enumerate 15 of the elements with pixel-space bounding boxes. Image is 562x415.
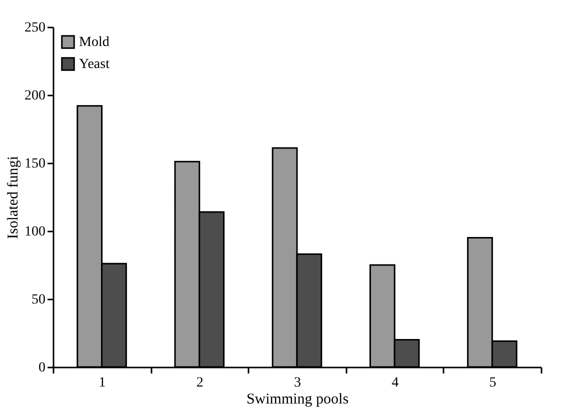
x-tick-label: 4 <box>392 376 399 390</box>
x-tick-label: 1 <box>98 376 106 390</box>
y-tick-label: 250 <box>24 20 46 36</box>
x-axis-title: Swimming pools <box>246 392 349 408</box>
x-tick-label: 5 <box>489 376 496 390</box>
y-axis-title: Isolated fungi <box>6 156 22 239</box>
legend-label: Yeast <box>79 57 110 72</box>
x-tick-label: 3 <box>294 376 301 390</box>
legend-label: Mold <box>79 35 110 50</box>
y-tick-label: 100 <box>24 224 46 240</box>
y-tick-label: 200 <box>24 88 46 104</box>
y-tick-label: 150 <box>24 156 46 172</box>
x-tick-label: 2 <box>196 376 204 390</box>
y-tick-label: 0 <box>38 360 46 376</box>
y-tick-label: 50 <box>32 292 46 308</box>
